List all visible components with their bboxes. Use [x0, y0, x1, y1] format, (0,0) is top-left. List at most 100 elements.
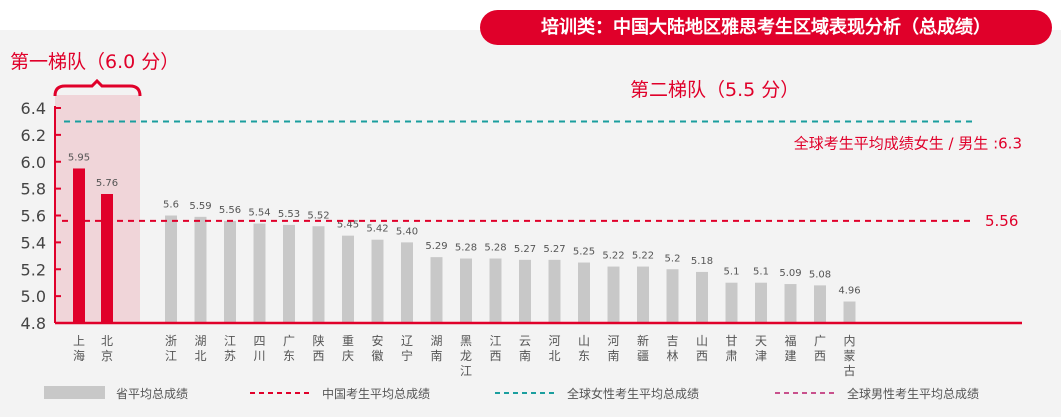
y-tick-label: 5.4: [21, 233, 46, 252]
data-label: 5.52: [307, 210, 329, 221]
y-tick-label: 6.4: [21, 99, 46, 118]
x-tick-label: 天: [755, 334, 767, 348]
x-tick-label: 西: [312, 349, 324, 363]
x-tick-label: 吉: [666, 334, 678, 348]
x-tick-label: 川: [253, 349, 265, 363]
bar-天津: [755, 282, 767, 323]
tier1-label: 第一梯队（6.0 分）: [10, 51, 179, 73]
y-tick-label: 5.0: [21, 287, 46, 306]
bar-福建: [784, 284, 797, 323]
x-tick-label: 蒙: [843, 349, 855, 363]
y-tick-label: 6.0: [21, 153, 46, 172]
x-tick-label: 四: [253, 334, 265, 348]
x-tick-label: 西: [814, 349, 826, 363]
x-tick-label: 新: [637, 333, 649, 348]
bar-四川: [253, 223, 266, 323]
y-tick-label: 5.6: [21, 207, 46, 226]
bar-重庆: [342, 235, 354, 323]
x-tick-label: 浙: [165, 334, 177, 348]
bar-江苏: [224, 220, 236, 323]
data-label: 5.28: [484, 243, 506, 254]
x-tick-label: 山: [696, 334, 708, 348]
x-tick-label: 西: [489, 349, 501, 363]
x-tick-label: 河: [607, 334, 619, 348]
x-tick-label: 庆: [342, 349, 354, 363]
data-label: 5.22: [602, 251, 624, 262]
x-tick-label: 北: [548, 349, 560, 363]
data-label: 5.56: [219, 205, 241, 216]
x-tick-label: 林: [666, 349, 678, 363]
x-tick-label: 南: [430, 348, 442, 363]
bar-湖南: [430, 257, 443, 323]
bar-内蒙古: [843, 301, 856, 323]
x-tick-label: 古: [843, 363, 855, 378]
legend-label: 全球女性考生平均总成绩: [567, 386, 699, 401]
data-label: 4.96: [838, 286, 860, 297]
data-label: 5.1: [724, 267, 740, 278]
data-label: 5.45: [337, 220, 359, 231]
x-tick-label: 东: [578, 349, 590, 363]
data-label: 5.28: [455, 243, 477, 254]
bar-河南: [607, 266, 620, 323]
data-label: 5.29: [425, 241, 447, 252]
x-tick-label: 京: [101, 349, 113, 363]
x-tick-label: 黑: [460, 334, 472, 348]
bar-江西: [489, 258, 502, 323]
x-tick-label: 龙: [460, 349, 472, 363]
bar-安徽: [371, 239, 384, 323]
bar-甘肃: [725, 282, 738, 323]
bar-浙江: [165, 215, 177, 323]
data-label: 5.53: [278, 209, 300, 220]
x-tick-label: 疆: [637, 349, 649, 363]
bar-新疆: [637, 266, 649, 323]
x-tick-label: 海: [73, 348, 85, 363]
bar-湖北: [194, 216, 207, 323]
bar-山西: [696, 271, 708, 323]
data-label: 5.25: [573, 247, 595, 258]
tier1-brace: [53, 78, 142, 97]
bar-上海: [73, 168, 85, 323]
bar-陕西: [312, 226, 325, 323]
bar-山东: [578, 262, 590, 323]
data-label: 5.08: [809, 269, 831, 280]
data-label: 5.54: [248, 208, 270, 219]
china-avg-label: 5.56: [985, 212, 1018, 230]
x-tick-label: 上: [73, 334, 85, 348]
x-tick-label: 南: [607, 348, 619, 363]
x-tick-label: 建: [784, 349, 796, 363]
x-tick-label: 苏: [224, 349, 236, 363]
bar-云南: [519, 259, 531, 323]
bar-黑龙江: [460, 258, 472, 323]
data-label: 5.09: [779, 268, 801, 279]
bar-广西: [814, 285, 826, 323]
x-tick-label: 宁: [401, 348, 413, 363]
x-tick-label: 辽: [401, 334, 413, 348]
bar-广东: [283, 224, 295, 323]
x-tick-label: 津: [755, 349, 767, 363]
legend-label: 省平均总成绩: [116, 387, 188, 401]
y-tick-label: 4.8: [21, 314, 46, 333]
x-tick-label: 广: [283, 334, 295, 348]
x-tick-label: 西: [696, 349, 708, 363]
data-label: 5.22: [632, 251, 654, 262]
y-tick-label: 6.2: [21, 126, 46, 145]
x-tick-label: 河: [548, 334, 560, 348]
x-tick-label: 福: [784, 333, 796, 348]
x-tick-label: 安: [371, 333, 383, 348]
x-tick-label: 内: [843, 334, 855, 348]
x-tick-label: 江: [224, 334, 236, 348]
data-label: 5.95: [68, 152, 90, 163]
legend-swatch: [44, 386, 105, 399]
data-label: 5.2: [665, 253, 681, 264]
x-tick-label: 肃: [725, 349, 737, 363]
data-label: 5.18: [691, 256, 713, 267]
bar-辽宁: [401, 242, 413, 323]
x-tick-label: 北: [194, 349, 206, 363]
data-label: 5.76: [96, 178, 118, 189]
global-avg-label: 全球考生平均成绩女生 / 男生 :6.3: [794, 134, 1022, 152]
bar-北京: [101, 194, 113, 323]
x-tick-label: 南: [519, 348, 531, 363]
bar-吉林: [666, 269, 679, 323]
legend-label: 全球男性考生平均总成绩: [847, 386, 979, 401]
